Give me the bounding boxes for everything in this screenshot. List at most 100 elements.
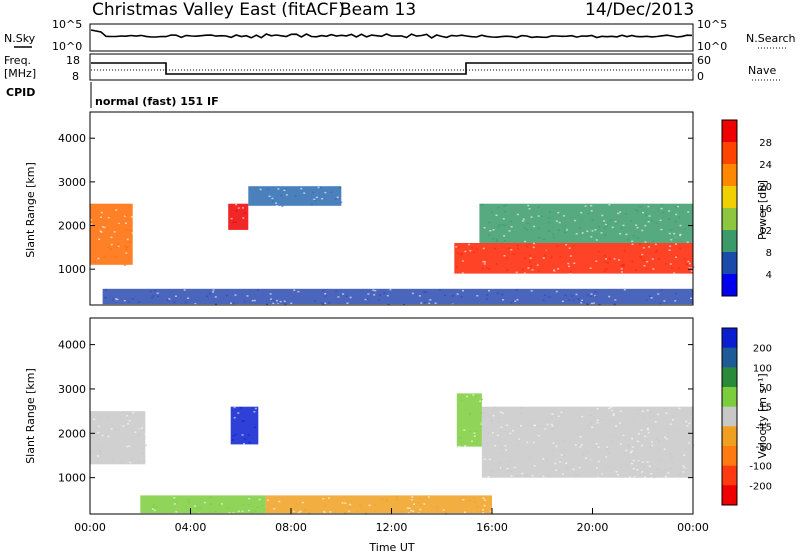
heatmap-speckle <box>206 295 209 298</box>
heatmap-speckle <box>457 247 460 249</box>
heatmap-speckle <box>522 218 525 220</box>
heatmap-speckle <box>559 450 562 452</box>
heatmap-speckle <box>678 407 681 410</box>
heatmap-speckle <box>115 209 118 211</box>
heatmap-speckle <box>444 294 446 296</box>
heatmap-speckle <box>544 254 547 257</box>
colorbar-tick-label: 12 <box>759 226 772 237</box>
heatmap-speckle <box>525 228 528 231</box>
heatmap-speckle <box>652 240 655 243</box>
heatmap-speckle <box>590 210 593 212</box>
heatmap-speckle <box>98 238 101 240</box>
heatmap-speckle <box>622 263 625 266</box>
heatmap-speckle <box>679 224 682 227</box>
heatmap-speckle <box>395 495 398 498</box>
heatmap-speckle <box>540 215 543 217</box>
heatmap-speckle <box>473 435 476 437</box>
heatmap-speckle <box>669 245 672 247</box>
heatmap-speckle <box>551 425 554 427</box>
heatmap-speckle <box>619 443 622 445</box>
heatmap-speckle <box>492 414 495 417</box>
heatmap-speckle <box>275 202 278 204</box>
heatmap-speckle <box>193 505 196 507</box>
heatmap-speckle <box>605 446 608 448</box>
heatmap-speckle <box>613 258 616 260</box>
heatmap-speckle <box>688 442 691 444</box>
heatmap-speckle <box>413 503 415 505</box>
heatmap-speckle <box>226 507 229 509</box>
heatmap-speckle <box>529 422 532 424</box>
heatmap-speckle <box>665 412 668 414</box>
heatmap-speckle <box>522 268 524 271</box>
heatmap-speckle <box>504 445 507 447</box>
colorbar-frame <box>721 327 738 506</box>
heatmap-speckle <box>665 263 668 265</box>
heatmap-speckle <box>553 270 556 272</box>
heatmap-speckle <box>194 303 197 305</box>
heatmap-speckle <box>126 416 129 419</box>
heatmap-speckle <box>641 229 644 232</box>
heatmap-speckle <box>138 461 141 463</box>
heatmap-speckle <box>629 446 632 449</box>
heatmap-speckle <box>636 412 639 415</box>
colorbar-swatch <box>722 208 737 231</box>
heatmap-speckle <box>506 269 509 271</box>
heatmap-speckle <box>114 417 116 419</box>
heatmap-speckle <box>672 419 674 421</box>
heatmap-speckle <box>692 291 695 293</box>
nsky-series-line <box>90 29 693 39</box>
heatmap-speckle <box>232 302 235 305</box>
heatmap-speckle <box>547 474 550 477</box>
heatmap-speckle <box>572 468 575 471</box>
heatmap-speckle <box>464 445 467 447</box>
heatmap-speckle <box>631 243 634 246</box>
heatmap-speckle <box>123 215 126 217</box>
heatmap-speckle <box>472 394 475 396</box>
heatmap-speckle <box>682 465 685 467</box>
heatmap-speckle <box>116 246 119 248</box>
heatmap-region <box>456 393 482 447</box>
heatmap-speckle <box>425 495 428 498</box>
colorbar-swatch <box>722 387 737 408</box>
heatmap-speckle <box>406 507 409 509</box>
nsky-right-tick-top: 10^5 <box>697 18 727 31</box>
heatmap-speckle <box>101 226 104 228</box>
heatmap-speckle <box>183 289 186 291</box>
heatmap-speckle <box>151 296 153 299</box>
heatmap-speckle <box>662 211 665 214</box>
heatmap-speckle <box>284 188 287 190</box>
heatmap-speckle <box>527 204 530 207</box>
heatmap-speckle <box>93 260 96 263</box>
heatmap-speckle <box>603 220 606 222</box>
heatmap-speckle <box>247 434 250 436</box>
heatmap-speckle <box>663 469 666 471</box>
heatmap-speckle <box>502 299 505 301</box>
power-frame <box>89 111 694 306</box>
heatmap-speckle <box>622 224 625 227</box>
heatmap-speckle <box>652 268 655 270</box>
heatmap-speckle <box>686 241 689 243</box>
heatmap-speckle <box>531 474 534 477</box>
heatmap-speckle <box>623 265 625 267</box>
heatmap-speckle <box>124 245 127 248</box>
heatmap-speckle <box>460 252 463 255</box>
heatmap-speckle <box>322 302 325 305</box>
heatmap-speckle <box>408 509 411 512</box>
heatmap-speckle <box>659 219 662 222</box>
heatmap-speckle <box>660 289 663 291</box>
heatmap-speckle <box>529 257 532 259</box>
colorbar-swatch <box>722 465 737 486</box>
heatmap-speckle <box>464 511 466 513</box>
heatmap-speckle <box>359 504 361 507</box>
heatmap-speckle <box>637 440 639 443</box>
heatmap-region <box>140 495 266 514</box>
colorbar-frame <box>721 119 738 297</box>
colorbar-tick-label: 100 <box>753 363 772 374</box>
heatmap-speckle <box>168 298 171 300</box>
heatmap-speckle <box>668 232 671 235</box>
heatmap-speckle <box>591 219 594 221</box>
heatmap-speckle <box>174 501 177 504</box>
heatmap-speckle <box>111 459 114 461</box>
heatmap-speckle <box>631 240 634 243</box>
heatmap-speckle <box>585 457 587 460</box>
